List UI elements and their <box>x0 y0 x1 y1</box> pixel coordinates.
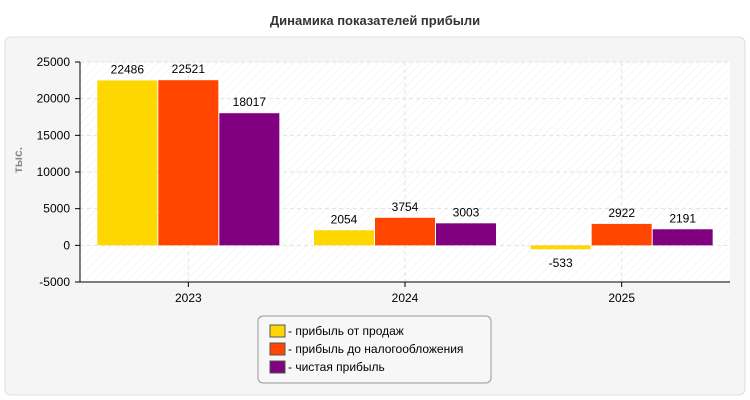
y-tick-label: 10000 <box>37 165 71 179</box>
legend-label: - чистая прибыль <box>288 360 385 374</box>
bar <box>436 223 496 246</box>
y-tick-label: 25000 <box>37 55 71 69</box>
y-tick-label: 20000 <box>37 92 71 106</box>
data-label: 18017 <box>233 95 267 109</box>
bar <box>375 217 435 246</box>
data-label: 3754 <box>392 200 419 214</box>
y-tick-label: -5000 <box>39 275 70 289</box>
data-label: 22486 <box>111 62 145 76</box>
bars <box>97 80 713 250</box>
y-tick-label: 5000 <box>43 202 70 216</box>
y-tick-label: 0 <box>63 238 70 252</box>
data-label: 2054 <box>331 212 358 226</box>
legend-box <box>257 315 492 384</box>
bar <box>158 80 219 246</box>
x-tick-label: 2024 <box>392 291 419 305</box>
data-labels: 22486 2054 -533 22521 3754 2922 18017 3003 2191 <box>111 62 697 270</box>
x-tick-label: 2025 <box>608 291 635 305</box>
data-label: 2922 <box>608 206 635 220</box>
y-axis-label: тыс. <box>11 147 25 173</box>
legend-label: - прибыль от продаж <box>288 324 404 338</box>
axes <box>75 61 730 287</box>
bar <box>530 245 591 250</box>
tick-labels: -5000 0 5000 10000 15000 20000 25000 2023 2024 20… <box>37 55 636 305</box>
legend-swatch <box>269 360 286 374</box>
data-label: 3003 <box>453 205 480 219</box>
y-tick-label: 15000 <box>37 128 71 142</box>
bar <box>314 230 374 246</box>
bar <box>591 223 652 246</box>
x-tick-label: 2023 <box>175 291 202 305</box>
data-label: 22521 <box>172 62 206 76</box>
bar <box>97 80 158 246</box>
legend-swatch <box>269 342 286 356</box>
data-label: 2191 <box>669 211 696 225</box>
legend-label: - прибыль до налогообложения <box>288 342 463 356</box>
bar <box>652 229 713 246</box>
bar <box>219 113 280 246</box>
data-label: -533 <box>549 256 573 270</box>
chart-title: Динамика показателей прибыли <box>270 13 480 28</box>
legend-swatch <box>269 324 286 338</box>
legend: - прибыль от продаж - прибыль до налогооб… <box>257 315 492 384</box>
